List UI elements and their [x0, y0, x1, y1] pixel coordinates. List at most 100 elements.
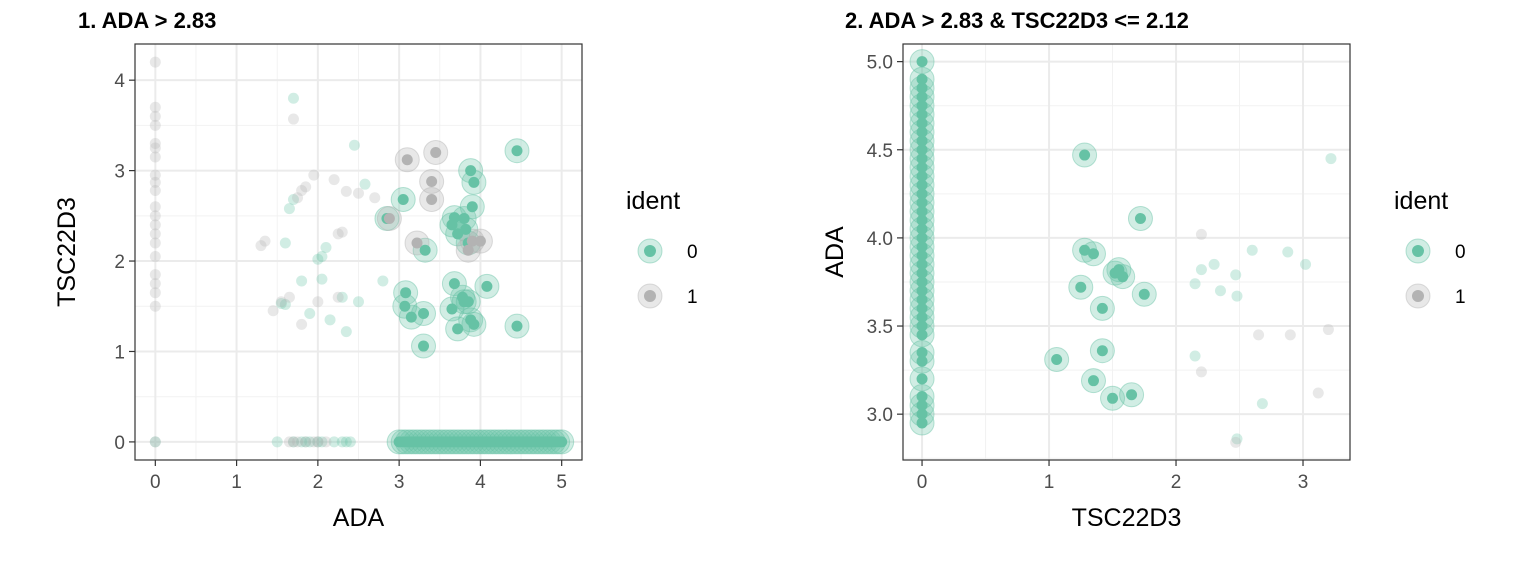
panel-1-point-ident-1 [466, 235, 478, 247]
panel-1-point-ident-1 [383, 213, 395, 225]
panel-1-point-ident-1-faint [283, 291, 295, 303]
panel-2-point-ident-0-faint [1195, 264, 1207, 276]
panel-1-point-ident-0-faint [296, 436, 308, 448]
panel-1-points [149, 56, 575, 455]
panel-1-x-tick-label: 2 [313, 472, 324, 493]
panel-1-point-ident-1 [474, 235, 486, 247]
panel-1-point-ident-0-faint [336, 436, 348, 448]
panel-2-point-ident-0 [916, 170, 928, 182]
panel-1-point-ident-0-faint [283, 203, 295, 215]
panel-1-point-ident-0-faint [320, 241, 332, 253]
panel-1-point-ident-1-faint [149, 201, 161, 213]
panel-1-y-tick-label: 1 [114, 342, 125, 363]
panel-1-point-ident-0-faint [312, 253, 324, 265]
panel-1-point-ident-0-faint [324, 314, 336, 326]
panel-1-point-ident-1-faint [328, 174, 340, 186]
panel-2-point-ident-0 [916, 144, 928, 156]
panel-1-y-tick-label: 4 [114, 71, 125, 92]
panel-1-point-ident-0-faint [149, 436, 161, 448]
panel-1-y-tick-label: 3 [114, 162, 125, 183]
panel-1-point-ident-0-faint [340, 326, 352, 338]
panel-2-point-ident-0-faint [1246, 244, 1258, 256]
panel-1-point-ident-1-faint [149, 287, 161, 299]
panel-1-grid [135, 44, 582, 460]
panel-1-point-ident-0-faint [312, 436, 324, 448]
panel-1-y-axis-title: TSC22D3 [53, 197, 81, 307]
panel-1-point-ident-0-faint [300, 436, 312, 448]
panel-2-point-ident-0 [916, 197, 928, 209]
panel-1-point-ident-1-faint [296, 185, 308, 197]
panel-1-point-ident-1-faint [149, 185, 161, 197]
panel-2-point-ident-1-faint [1312, 387, 1324, 399]
panel-2-point-ident-0 [916, 320, 928, 332]
panel-1-legend-key-1 [637, 283, 663, 309]
panel-1-point-ident-1-faint [149, 151, 161, 163]
panel-1-point-ident-0 [418, 340, 430, 352]
panel-1-point-ident-1-faint [292, 436, 304, 448]
panel-1-point-ident-0-faint [271, 436, 283, 448]
panel-1-point-ident-1-faint [267, 305, 279, 317]
panel-2-point-ident-0 [916, 346, 928, 358]
panel-1-point-ident-1-faint [336, 226, 348, 238]
panel-1-point-ident-0-faint [336, 291, 348, 303]
panel-1-point-ident-1-faint [149, 219, 161, 231]
panel-2-title: 2. ADA > 2.83 & TSC22D3 <= 2.12 [845, 8, 1189, 33]
panel-1-point-ident-1-faint [340, 185, 352, 197]
panel-1-legend: ident 0 1 [626, 187, 698, 309]
panel-1-point-ident-1-faint [332, 291, 344, 303]
panel-2-point-ident-0 [1096, 302, 1108, 314]
panel-1-point-ident-0-faint [287, 436, 299, 448]
panel-1-point-ident-0 [448, 278, 460, 290]
panel-1-point-ident-0 [397, 194, 409, 206]
panel-2-point-ident-1-faint [1195, 228, 1207, 240]
panel-1-legend-label-0: 0 [687, 242, 698, 263]
panel-2-point-ident-0-faint [1230, 269, 1242, 281]
panel-2-y-tick-label: 4.5 [867, 141, 893, 162]
panel-1-point-ident-1-faint [149, 300, 161, 312]
panel-1-point-ident-1-faint [149, 56, 161, 68]
panel-2-point-ident-0 [916, 399, 928, 411]
panel-1-x-tick-label: 0 [150, 472, 161, 493]
panel-2-point-ident-0 [1075, 281, 1087, 293]
panel-1-point-ident-1-faint [308, 436, 320, 448]
panel-1-point-ident-0-faint [279, 298, 291, 310]
panel-2-point-ident-0 [916, 161, 928, 173]
panel-1-point-ident-0 [460, 223, 472, 235]
panel-1-point-ident-1 [430, 147, 442, 159]
panel-1-point-ident-1-faint [312, 436, 324, 448]
panel-2-point-ident-0-faint [1208, 258, 1220, 270]
panel-1-y-tick-label: 0 [114, 433, 125, 454]
panel-1-point-ident-0 [446, 219, 458, 231]
panel-2-plot-border [902, 43, 1351, 461]
panel-1-point-ident-0 [452, 228, 464, 240]
panel-2-x-tick-label: 1 [1044, 472, 1055, 493]
panel-2-point-ident-0-faint [1231, 290, 1243, 302]
panel-1-ticks: 0 1 2 3 4 5 0 1 2 3 4 [114, 71, 567, 493]
panel-1-point-ident-1-faint [353, 187, 364, 199]
panel-1-plot-border [134, 43, 583, 461]
panel-1-legend-key-0-dot [644, 245, 656, 257]
panel-2-point-ident-1-faint [1195, 366, 1207, 378]
panel-1-x-tick-label: 3 [394, 472, 405, 493]
panel-2-point-ident-0 [916, 391, 928, 403]
panel-1-point-ident-0-faint [359, 178, 371, 190]
panel-1-point-ident-1-faint [149, 142, 161, 154]
panel-1-point-ident-1-faint [259, 235, 271, 247]
panel-1-legend-key-0 [637, 238, 663, 264]
panel-2-point-ident-0-faint [1282, 246, 1294, 258]
panel-1-point-ident-1-faint [149, 228, 161, 240]
panel-2-point-ident-0 [1117, 271, 1129, 283]
panel-2-point-ident-0 [916, 258, 928, 270]
panel-1-point-ident-1 [426, 175, 438, 187]
panel-2-legend-key-1 [1405, 283, 1431, 309]
panel-1-point-ident-0 [446, 303, 458, 315]
panel-1-point-ident-1-faint [287, 113, 299, 125]
panel-2-point-ident-0 [916, 91, 928, 103]
panel-2-legend-label-0: 0 [1455, 242, 1466, 263]
panel-2-point-ident-0 [1126, 389, 1138, 401]
panel-2-point-ident-0 [916, 214, 928, 226]
panel-1-point-ident-1-faint [332, 228, 344, 240]
panel-2-point-ident-0-faint [1189, 350, 1201, 362]
panel-1-point-ident-1-faint [300, 181, 312, 193]
panel-1-point-ident-1-faint [149, 137, 161, 149]
